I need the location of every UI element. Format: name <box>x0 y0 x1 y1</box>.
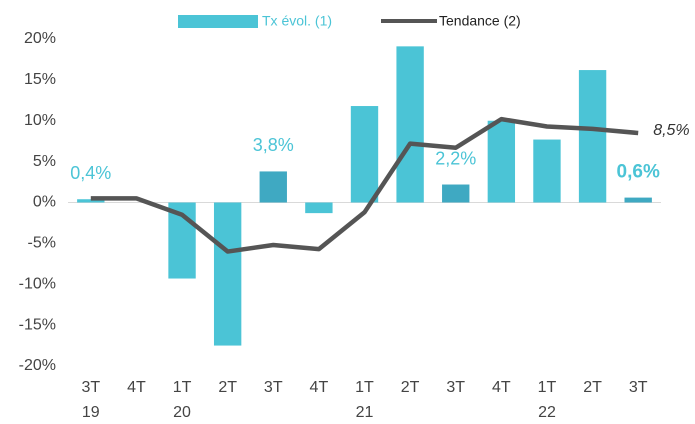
bar <box>442 184 470 203</box>
x-tick-label: 1T 20 <box>173 379 192 421</box>
x-tick-line: 2T <box>218 379 237 396</box>
x-tick-label: 3T <box>446 379 465 396</box>
x-tick-line: 2T <box>583 379 602 396</box>
data-label: 8,5% <box>653 122 689 139</box>
x-tick-line: 3T <box>81 379 100 396</box>
bar <box>259 171 287 203</box>
x-tick-line: 1T <box>538 379 557 396</box>
y-tick-label: 15% <box>24 71 56 88</box>
y-tick-label: -15% <box>19 316 56 333</box>
x-tick-line: 1T <box>355 379 374 396</box>
x-tick-label: 2T <box>218 379 237 396</box>
x-tick-line: 3T <box>629 379 648 396</box>
x-tick-line: 2T <box>401 379 420 396</box>
x-tick-line: 20 <box>173 404 191 421</box>
x-tick-label: 3T 19 <box>81 379 100 421</box>
legend-label: Tx évol. (1) <box>262 13 332 29</box>
x-tick-label: 2T <box>401 379 420 396</box>
y-tick-label: -10% <box>19 275 56 292</box>
bar <box>624 197 652 203</box>
x-tick-line: 4T <box>127 379 146 396</box>
data-label: 0,4% <box>70 163 111 183</box>
bar <box>487 120 516 203</box>
x-tick-label: 4T <box>127 379 146 396</box>
legend-label: Tendance (2) <box>439 13 521 29</box>
y-tick-label: 10% <box>24 112 56 129</box>
bar <box>77 199 105 203</box>
x-tick-label: 2T <box>583 379 602 396</box>
bar <box>305 202 333 214</box>
y-tick-label: 5% <box>33 153 56 170</box>
x-tick-line: 21 <box>356 404 374 421</box>
data-label: 3,8% <box>253 135 294 155</box>
x-tick-line: 19 <box>82 404 100 421</box>
y-tick-label: 20% <box>24 30 56 47</box>
x-tick-line: 3T <box>264 379 283 396</box>
x-tick-label: 4T <box>310 379 329 396</box>
x-tick-line: 1T <box>173 379 192 396</box>
x-tick-line: 4T <box>310 379 329 396</box>
y-tick-label: 0% <box>33 194 56 211</box>
data-label: 2,2% <box>435 148 476 168</box>
trend-line <box>90 116 639 254</box>
bar <box>578 70 607 203</box>
x-tick-label: 1T 21 <box>355 379 374 421</box>
x-tick-line: 3T <box>446 379 465 396</box>
legend-swatch <box>178 15 258 28</box>
x-tick-label: 3T <box>264 379 283 396</box>
x-tick-label: 3T <box>629 379 648 396</box>
x-tick-line: 4T <box>492 379 511 396</box>
bar <box>213 202 242 346</box>
x-tick-label: 1T 22 <box>538 379 557 421</box>
y-tick-label: -5% <box>28 235 56 252</box>
y-tick-label: -20% <box>19 357 56 374</box>
bar <box>350 106 379 203</box>
bar <box>533 139 561 203</box>
x-tick-line: 22 <box>538 404 556 421</box>
bar <box>396 46 424 203</box>
x-tick-label: 4T <box>492 379 511 396</box>
data-label: 0,6% <box>617 162 660 183</box>
